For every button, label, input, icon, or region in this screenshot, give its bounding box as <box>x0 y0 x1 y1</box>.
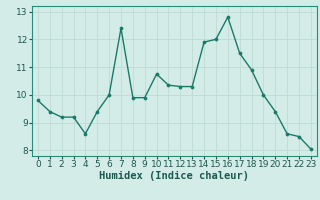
X-axis label: Humidex (Indice chaleur): Humidex (Indice chaleur) <box>100 171 249 181</box>
